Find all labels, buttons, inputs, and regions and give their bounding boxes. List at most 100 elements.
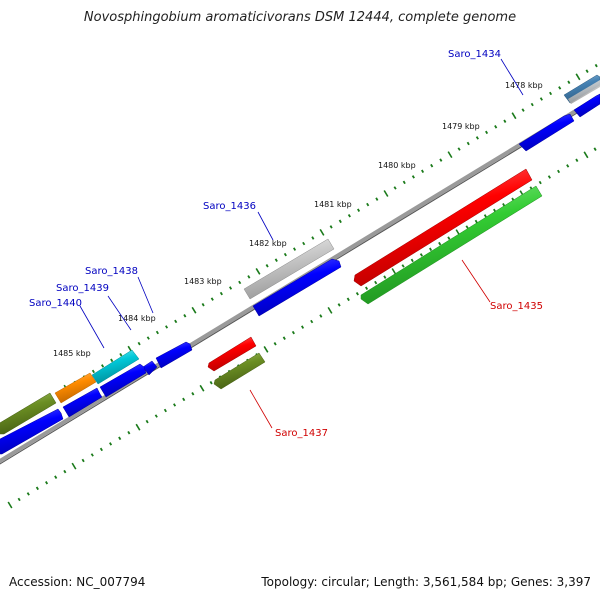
outer-minor-tick	[411, 175, 415, 179]
gene-blue-8[interactable]	[0, 408, 64, 455]
label-saro-1438[interactable]: Saro_1438	[85, 266, 138, 277]
outer-minor-tick	[457, 147, 461, 151]
gene-blue-6[interactable]	[99, 363, 147, 398]
gene-blue-1[interactable]	[518, 113, 575, 152]
inner-minor-tick	[145, 419, 149, 424]
outer-minor-tick	[539, 97, 543, 101]
label-saro-1435[interactable]: Saro_1435	[490, 301, 543, 312]
genome-summary-text: Topology: circular; Length: 3,561,584 bp…	[261, 575, 591, 589]
outer-major-tick	[511, 112, 517, 120]
outer-minor-tick	[247, 275, 251, 279]
outer-major-tick	[255, 267, 261, 275]
label-saro-1434[interactable]: Saro_1434	[448, 49, 501, 60]
gene-features	[0, 74, 600, 455]
inner-minor-tick	[191, 392, 195, 396]
gene-saro-1439[interactable]	[54, 372, 97, 404]
outer-major-tick	[319, 228, 325, 236]
outer-minor-tick	[530, 102, 534, 107]
gene-saro-1436[interactable]	[243, 238, 335, 300]
map-title: Novosphingobium aromaticivorans DSM 1244…	[83, 10, 517, 25]
label-saro-1436[interactable]: Saro_1436	[203, 201, 256, 212]
outer-minor-tick	[283, 252, 287, 257]
inner-minor-tick	[182, 397, 186, 402]
outer-minor-tick	[375, 197, 379, 201]
inner-minor-tick	[447, 236, 451, 240]
inner-minor-tick	[154, 414, 158, 418]
inner-minor-tick	[365, 286, 369, 290]
label-saro-1439[interactable]: Saro_1439	[56, 283, 109, 294]
inner-minor-tick	[173, 403, 177, 407]
outer-minor-tick	[219, 291, 223, 296]
gene-saro-1434[interactable]	[563, 74, 600, 104]
inner-minor-tick	[419, 253, 423, 257]
outer-minor-tick	[421, 169, 425, 174]
inner-minor-tick	[17, 497, 21, 502]
gene-saro-1440[interactable]	[0, 392, 57, 435]
inner-minor-tick	[127, 430, 131, 435]
inner-minor-tick	[291, 330, 295, 335]
gene-blue-4[interactable]	[155, 341, 193, 369]
inner-minor-tick	[346, 297, 350, 302]
inner-minor-tick	[319, 314, 323, 318]
inner-minor-tick	[593, 147, 597, 151]
gene-saro-1435-red[interactable]	[353, 168, 533, 287]
outer-major-tick	[447, 151, 453, 159]
inner-minor-tick	[547, 175, 551, 179]
outer-minor-tick	[494, 125, 498, 129]
inner-minor-tick	[401, 264, 405, 268]
inner-major-tick	[135, 423, 141, 431]
inner-minor-tick	[81, 458, 85, 463]
inner-minor-tick	[557, 169, 561, 174]
gene-saro-1437[interactable]	[213, 352, 266, 390]
outer-minor-tick	[183, 314, 187, 318]
gene-gray-strip-1434	[568, 80, 600, 104]
gene-blue-3[interactable]	[252, 258, 342, 317]
label-saro-1440[interactable]: Saro_1440	[29, 298, 82, 309]
outer-minor-tick	[91, 369, 95, 374]
inner-minor-tick	[109, 442, 113, 446]
outer-minor-tick	[329, 225, 333, 229]
outer-minor-tick	[357, 208, 361, 212]
gene-blue-5[interactable]	[142, 360, 158, 376]
label-saro-1437[interactable]: Saro_1437	[275, 428, 328, 439]
inner-minor-tick	[45, 481, 49, 485]
inner-minor-tick	[410, 258, 414, 263]
inner-minor-tick	[54, 475, 58, 479]
outer-minor-tick	[174, 319, 178, 324]
inner-major-tick	[71, 462, 77, 470]
inner-minor-tick	[538, 180, 542, 185]
inner-minor-tick	[474, 219, 478, 224]
outer-major-tick	[575, 73, 581, 81]
inner-minor-tick	[438, 241, 442, 246]
outer-minor-tick	[110, 358, 114, 363]
outer-minor-tick	[274, 258, 278, 262]
outer-minor-tick	[265, 264, 269, 268]
gene-saro-1435[interactable]	[360, 185, 543, 305]
outer-minor-tick	[475, 136, 479, 140]
outer-minor-tick	[521, 108, 525, 112]
inner-minor-tick	[465, 225, 469, 229]
inner-minor-tick	[575, 158, 579, 163]
outer-minor-tick	[146, 336, 150, 340]
inner-minor-tick	[429, 247, 433, 252]
gene-red-small[interactable]	[207, 336, 257, 372]
scale-labels: 1478 kbp 1479 kbp 1480 kbp 1481 kbp 1482…	[53, 81, 543, 358]
gene-saro-1438[interactable]	[91, 349, 140, 385]
inner-minor-tick	[337, 303, 341, 307]
inner-major-tick	[263, 345, 269, 353]
scale-label-1483: 1483 kbp	[184, 277, 222, 286]
inner-minor-tick	[282, 336, 286, 340]
outer-major-tick	[383, 190, 389, 197]
outer-minor-tick	[585, 69, 589, 73]
scale-label-1485: 1485 kbp	[53, 349, 91, 358]
inner-minor-tick	[355, 292, 359, 296]
gene-blue-7[interactable]	[62, 387, 103, 418]
inner-minor-tick	[209, 380, 213, 385]
outer-minor-tick	[567, 80, 571, 85]
gene-blue-2[interactable]	[573, 93, 600, 118]
outer-major-tick	[191, 306, 197, 314]
outer-minor-tick	[594, 63, 598, 68]
outer-minor-tick	[302, 241, 306, 246]
label-leaders	[79, 58, 524, 429]
